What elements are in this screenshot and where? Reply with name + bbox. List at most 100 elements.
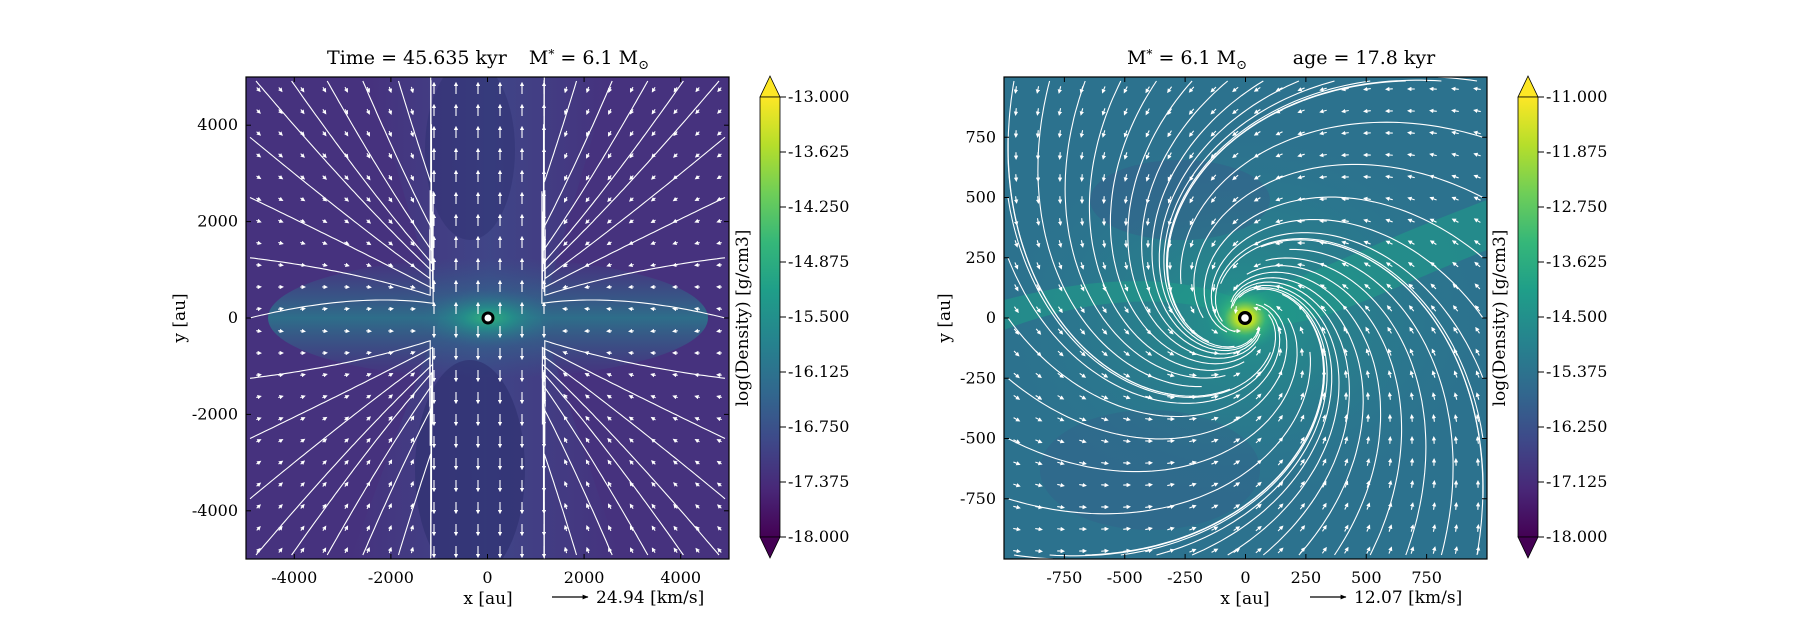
velocity-arrow [1123,441,1129,442]
panel-1-quiver-key: 24.94 [km/s] [552,588,704,608]
velocity-arrow [256,309,260,310]
colorbar-tick-label: -11.875 [1546,142,1607,161]
x-tick-label: -4000 [271,568,317,587]
velocity-arrow [1082,218,1083,224]
panel-1-colorbar-min-extend [760,537,780,558]
x-tick-label: 4000 [660,568,701,587]
velocity-arrow [256,243,259,244]
velocity-arrow [1343,133,1349,134]
panel-2-xlabel: x [au] [1220,589,1269,609]
velocity-arrow [278,331,282,332]
velocity-arrow [674,375,677,376]
velocity-arrow [1189,375,1195,376]
y-tick-label: 250 [965,248,996,267]
colorbar-tick-label: -16.125 [788,362,849,381]
colorbar-tick-label: -14.875 [788,252,849,271]
velocity-arrow [1456,438,1457,444]
panel-1-xlabel: x [au] [463,589,512,609]
colorbar-tick-label: -13.625 [788,142,849,161]
velocity-arrow [1434,416,1435,422]
x-tick-label: 750 [1411,568,1442,587]
velocity-arrow [1431,111,1437,112]
velocity-arrow [718,309,722,310]
velocity-arrow [674,331,678,332]
velocity-arrow [1453,89,1459,90]
y-tick-label: 2000 [197,212,238,231]
colorbar-tick-label: -18.000 [788,527,849,546]
velocity-arrow [388,287,391,288]
velocity-arrow [1478,526,1479,532]
panel-2-star-marker [1238,311,1252,325]
velocity-arrow [300,331,304,332]
x-tick-label: -750 [1046,568,1082,587]
panel-1-quiver-key-label: 24.94 [km/s] [596,588,704,608]
x-tick-label: -250 [1167,568,1203,587]
velocity-arrow [256,331,260,332]
velocity-arrow [696,331,700,332]
colorbar-tick-label: -14.250 [788,197,849,216]
panel-2-colorbar-bar [1518,97,1538,537]
y-tick-label: -500 [960,429,996,448]
velocity-arrow [652,265,655,266]
velocity-arrow [1145,485,1151,486]
velocity-arrow [1346,372,1347,378]
x-tick-label: 0 [482,568,492,587]
panel-1-colorbar-max-extend [760,76,780,97]
colorbar-tick-label: -13.000 [788,87,849,106]
colorbar-tick-label: -16.250 [1546,417,1607,436]
panel-2-colorbar: -11.000-11.875-12.750-13.625-14.500-15.3… [1490,76,1607,558]
velocity-arrow [674,265,677,266]
y-tick-label: -4000 [192,501,238,520]
panel-1-colorbar-ticks: -13.000-13.625-14.250-14.875-15.500-16.1… [780,87,849,546]
velocity-arrow [586,287,589,288]
velocity-arrow [1365,89,1371,90]
y-tick-label: 0 [986,308,996,327]
y-tick-label: 500 [965,188,996,207]
velocity-arrow [322,309,326,310]
panel-2-ylabel: y [au] [935,293,955,343]
velocity-arrow [300,265,303,266]
velocity-arrow [718,331,722,332]
velocity-arrow [1434,482,1435,488]
x-tick-label: -2000 [368,568,414,587]
velocity-arrow [1101,463,1107,464]
panel-2-colorbar-ticks: -11.000-11.875-12.750-13.625-14.500-15.3… [1538,87,1607,546]
velocity-arrow [278,375,281,376]
velocity-arrow [1123,529,1129,530]
x-tick-label: 250 [1291,568,1322,587]
velocity-arrow [1456,504,1457,510]
colorbar-tick-label: -12.750 [1546,197,1607,216]
panel-1-colorbar-bar [760,97,780,537]
colorbar-tick-label: -18.000 [1546,527,1607,546]
velocity-arrow [1236,306,1237,312]
velocity-arrow [322,265,325,266]
colorbar-tick-label: -14.500 [1546,307,1607,326]
x-tick-label: 2000 [564,568,605,587]
velocity-arrow [1390,394,1391,400]
velocity-arrow [696,309,700,310]
panel-2-quiver-key-label: 12.07 [km/s] [1354,588,1462,608]
panel-2-colorbar-max-extend [1518,76,1538,97]
velocity-arrow [630,309,634,310]
panel-2-title-left: M* = 6.1 M⊙ [1127,47,1247,73]
y-tick-label: 750 [965,127,996,146]
colorbar-tick-label: -17.125 [1546,472,1607,491]
y-tick-label: 4000 [197,115,238,134]
velocity-arrow [300,309,304,310]
velocity-arrow [1211,353,1217,354]
velocity-arrow [1145,419,1151,420]
panel-1-star-marker [482,312,495,325]
colorbar-tick-label: -13.625 [1546,252,1607,271]
velocity-arrow [1167,397,1173,398]
panel-2-title-right: age = 17.8 kyr [1293,47,1436,69]
velocity-arrow [1148,262,1149,268]
x-tick-label: 500 [1351,568,1382,587]
velocity-arrow [1079,485,1085,486]
velocity-arrow [1365,111,1371,112]
x-tick-label: -500 [1107,568,1143,587]
velocity-arrow [1038,196,1039,202]
panel-2-colorbar-label: log(Density) [g/cm3] [1490,230,1510,407]
